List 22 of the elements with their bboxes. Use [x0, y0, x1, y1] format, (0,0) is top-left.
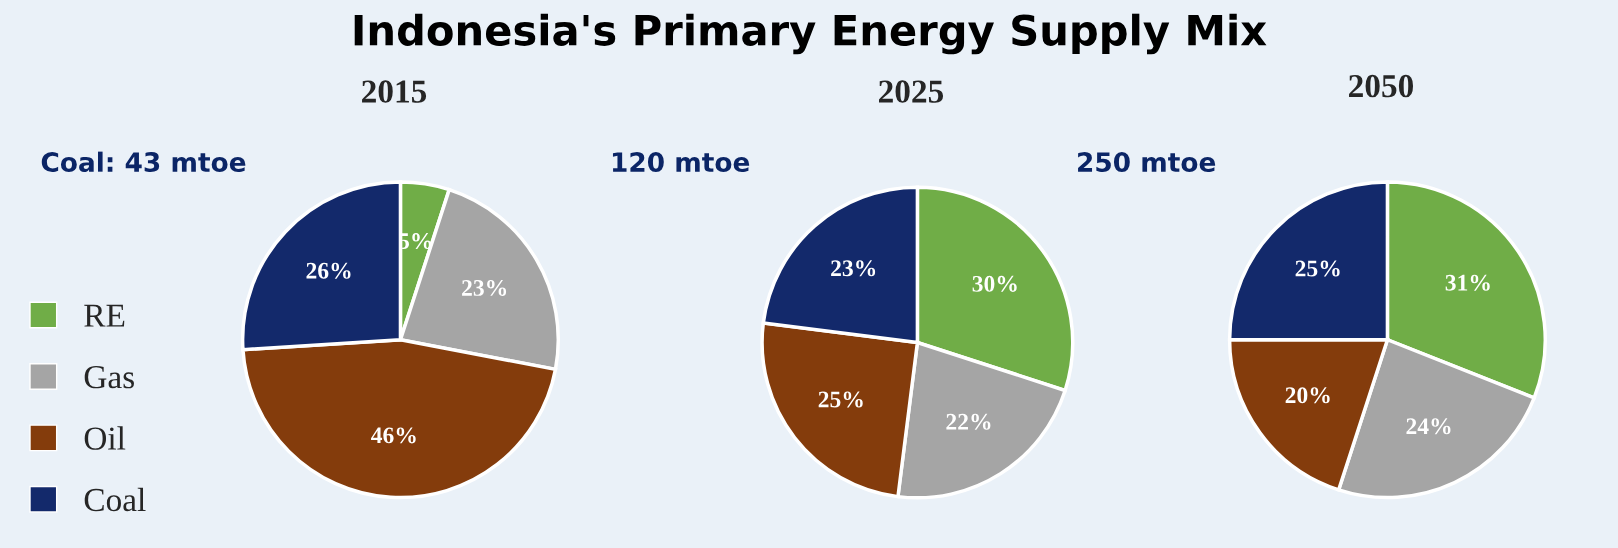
data-label: 46% — [371, 427, 416, 444]
data-label: 24% — [1406, 418, 1451, 435]
data-label: 31% — [1445, 274, 1490, 291]
data-label: 23% — [462, 279, 507, 296]
text: 250 mtoe — [1078, 152, 1216, 173]
data-label: 30% — [972, 275, 1017, 292]
data-label: 25% — [1295, 260, 1340, 277]
data-label: 23% — [831, 260, 876, 277]
data-label: 22% — [946, 413, 991, 430]
data-label: 25% — [818, 391, 863, 408]
legend-label: RE — [84, 304, 125, 327]
text: Indonesia's Primary Energy Supply Mix — [354, 13, 1267, 55]
data-label: 26% — [306, 262, 351, 279]
chart-title: 2025 — [879, 80, 944, 103]
legend-label: Gas — [84, 365, 134, 389]
chart-title: 2015 — [362, 80, 427, 103]
legend-label: Oil — [84, 426, 126, 450]
data-label: 20% — [1285, 387, 1330, 404]
text: Coal: 43 mtoe — [41, 151, 246, 173]
text: 120 mtoe — [612, 152, 750, 173]
chart-title: 2050 — [1349, 74, 1414, 98]
legend-label: Coal — [84, 487, 146, 512]
